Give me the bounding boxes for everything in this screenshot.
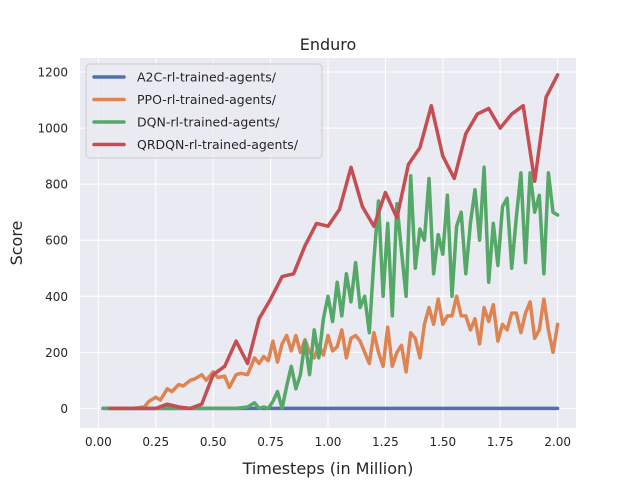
- chart-title: Enduro: [300, 35, 357, 54]
- x-tick-labels: 0.00 0.25 0.50 0.75 1.00 1.25 1.50 1.75 2.00: [85, 435, 571, 449]
- y-tick-label: 600: [45, 234, 68, 248]
- x-tick-label: 0.75: [257, 435, 284, 449]
- y-tick-label: 1200: [37, 66, 68, 80]
- legend-label: A2C-rl-trained-agents/: [137, 70, 277, 85]
- y-tick-label: 800: [45, 178, 68, 192]
- series-line-4: [108, 73, 560, 411]
- y-tick-label: 1000: [37, 122, 68, 136]
- legend-label: DQN-rl-trained-agents/: [137, 115, 280, 130]
- x-tick-label: 1.25: [372, 435, 399, 449]
- series-group: [101, 73, 560, 411]
- series-line-2: [108, 294, 560, 411]
- y-tick-label: 400: [45, 290, 68, 304]
- legend-label: PPO-rl-trained-agents/: [137, 92, 277, 107]
- x-tick-label: 2.00: [544, 435, 571, 449]
- series-line-3: [101, 165, 560, 411]
- x-tick-label: 0.50: [200, 435, 227, 449]
- legend-label: QRDQN-rl-trained-agents/: [137, 137, 299, 152]
- legend-box: [85, 63, 323, 159]
- x-tick-label: 0.25: [142, 435, 169, 449]
- y-tick-labels: 0 200 400 600 800 1000 1200: [37, 66, 68, 416]
- y-tick-label: 200: [45, 346, 68, 360]
- x-tick-label: 0.00: [85, 435, 112, 449]
- y-tick-label: 0: [60, 402, 68, 416]
- x-tick-label: 1.00: [315, 435, 342, 449]
- x-axis-label: Timesteps (in Million): [242, 459, 414, 478]
- x-tick-label: 1.50: [429, 435, 456, 449]
- y-axis-label: Score: [7, 221, 26, 266]
- x-tick-label: 1.75: [487, 435, 514, 449]
- legend: A2C-rl-trained-agents/PPO-rl-trained-age…: [85, 63, 323, 159]
